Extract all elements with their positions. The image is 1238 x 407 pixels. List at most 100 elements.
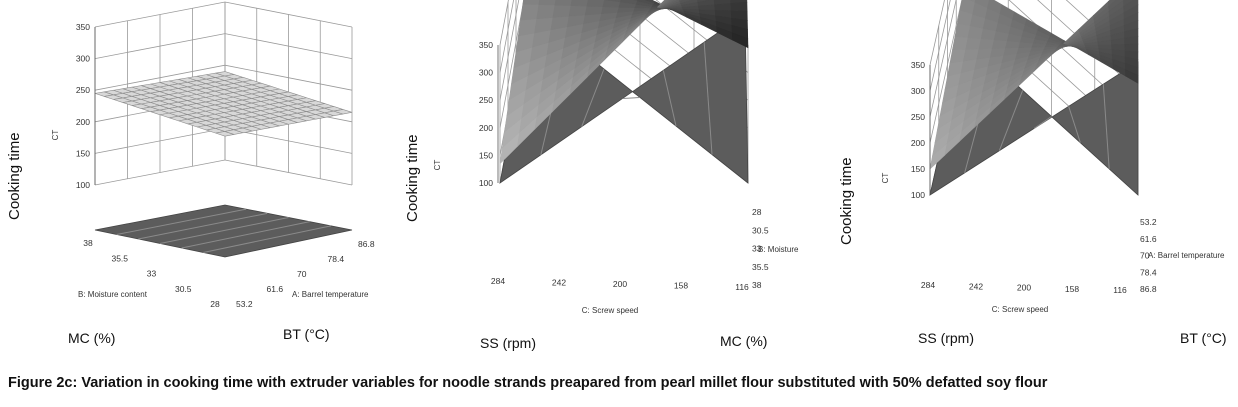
z-axis-label-3: CT [881,173,890,184]
z-axis-label-1: CT [51,130,60,141]
z-tick-label-2-5: 350 [479,40,493,50]
bottom-label-3b: BT (°C) [1180,330,1227,346]
surface-chart-1: 100 150 200 250 300 350 CT 38 35.5 33 30.5 28 B: Moi… [51,1,375,309]
chart-panel-3: 100 150 200 250 300 350 CT 284 242 200 158 116 C: Sc… [830,0,1238,360]
left-axis-tick-3-4: 116 [1113,285,1127,295]
floor-contour-3-5 [1102,84,1110,169]
surface-cell-2-13-13 [731,32,749,49]
bottom-label-2b: MC (%) [720,333,768,349]
surface-cell-2-1-9 [536,4,556,20]
z-tick-label-3-0: 100 [911,190,925,200]
z-tick-label-3-3: 250 [911,112,925,122]
side-label-1: Cooking time [6,132,23,220]
left-axis-tick-1-1: 35.5 [111,253,128,263]
surface-cell-2-5-11 [604,0,622,3]
right-axis-tick-3-2: 70 [1140,251,1150,261]
right-axis-tick-2-1: 30.5 [752,225,769,235]
right-axis-tick-1-4: 86.8 [358,239,375,249]
surface-cell-2-1-10 [538,0,557,6]
right-axis-tick-2-3: 35.5 [752,262,769,272]
floor-contour-3-3 [1033,116,1052,129]
right-axis-tick-1-3: 78.4 [328,254,345,264]
surface-cell-3-13-13 [1125,69,1139,84]
right-axis-tick-3-4: 86.8 [1140,284,1157,294]
floor-contour-1-3 [159,217,289,244]
surface-chart-3: 100 150 200 250 300 350 CT 284 242 200 158 116 C: Sc… [881,0,1225,314]
right-axis-tick-2-4: 38 [752,280,762,290]
right-axis-tick-3-0: 53.2 [1140,217,1157,227]
right-axis-tick-1-1: 61.6 [267,284,284,294]
right-axis-tick-1-2: 70 [297,269,307,279]
right-axis-tick-3-1: 61.6 [1140,234,1157,244]
surface-cell-2-0-10 [522,0,540,5]
surface-cell-2-3-9 [568,5,588,17]
z-axis-label-2: CT [433,160,442,171]
surface-cell-2-5-9 [601,6,620,14]
surface-cell-3-2-9 [978,38,995,50]
side-label-3: Cooking time [838,157,855,245]
z-tick-label-2-3: 250 [479,95,493,105]
floor-contour-1-2 [138,212,268,240]
wall-gridline-3-3 [929,0,1139,118]
wall-gridline-2-3 [499,0,749,101]
z-tick-label-3-5: 350 [911,60,925,70]
z-tick-label-1-3: 250 [76,85,90,95]
floor-contour-1-4 [181,221,310,249]
left-axis-tick-3-1: 242 [969,281,983,291]
surface-cell-3-1-9 [965,37,982,50]
wall-gridline-1-4 [94,33,353,59]
bottom-label-2a: SS (rpm) [480,335,536,351]
wall-gridline-1-5 [94,1,353,28]
surface-chart-2: 100 150 200 250 300 350 CT 284 242 200 158 116 C: Sc… [433,0,799,315]
surface-cell-2-4-10 [586,0,605,7]
chart-panel-2: 100 150 200 250 300 350 CT 284 242 200 158 116 C: Sc… [400,0,830,360]
left-axis-tick-3-3: 158 [1065,284,1079,294]
surface-cell-2-6-12 [633,0,639,2]
right-axis-tick-2-2: 33 [752,244,762,254]
left-axis-tick-3-0: 284 [921,280,935,290]
bottom-label-1b: BT (°C) [283,326,330,342]
left-axis-tick-2-0: 284 [491,276,505,286]
floor-contour-2-5 [703,42,713,155]
floor-contour-3-4 [1068,106,1081,143]
right-axis-tick-1-0: 53.2 [236,299,253,309]
z-tick-label-1-0: 100 [76,180,90,190]
surface-cell-2-3-10 [570,0,589,7]
left-axis-tick-2-2: 200 [613,279,627,289]
z-tick-label-2-4: 300 [479,68,493,78]
left-axis-tick-2-4: 116 [735,282,749,292]
right-axis-tick-3-3: 78.4 [1140,267,1157,277]
z-tick-label-1-2: 200 [76,117,90,127]
surface-cell-3-0-13 [969,0,976,3]
right-axis-label-1: A: Barrel temperature [292,290,369,299]
surface-cell-2-0-9 [520,3,540,21]
z-tick-label-3-2: 200 [911,138,925,148]
floor-contour-2-3 [622,97,641,99]
z-tick-label-3-4: 300 [911,86,925,96]
floor-contour-1-5 [203,225,331,253]
wall-gridline-3-5 [929,0,1139,66]
left-axis-label-1: B: Moisture content [78,290,148,299]
z-tick-label-2-2: 200 [479,123,493,133]
surface-cell-3-3-9 [991,39,1008,49]
surface-cell-3-0-9 [952,36,969,50]
surface-cell-2-11-9 [698,4,716,11]
right-axis-label-2: B: Moisture [758,245,799,254]
chart-panel-1: 100 150 200 250 300 350 CT 38 35.5 33 30.5 28 B: Moi… [0,0,400,360]
z-tick-label-2-0: 100 [479,178,493,188]
surface-cell-3-1-13 [974,0,990,9]
wall-gridline-1-0 [94,159,353,186]
wall-gridline-2-4 [499,0,749,73]
floor-contour-2-4 [662,70,677,127]
z-tick-label-1-5: 350 [76,22,90,32]
figure-caption: Figure 2c: Variation in cooking time wit… [8,375,1048,391]
bottom-label-1a: MC (%) [68,330,116,346]
surface-cell-2-2-9 [552,4,572,18]
left-axis-tick-2-1: 242 [552,278,566,288]
surface-cell-2-13-9 [730,1,748,12]
z-tick-label-3-1: 150 [911,164,925,174]
left-axis-tick-1-0: 38 [83,238,93,248]
wall-gridline-3-2 [929,0,1139,144]
right-axis-tick-2-0: 28 [752,207,762,217]
surface-cell-2-2-10 [554,0,573,6]
